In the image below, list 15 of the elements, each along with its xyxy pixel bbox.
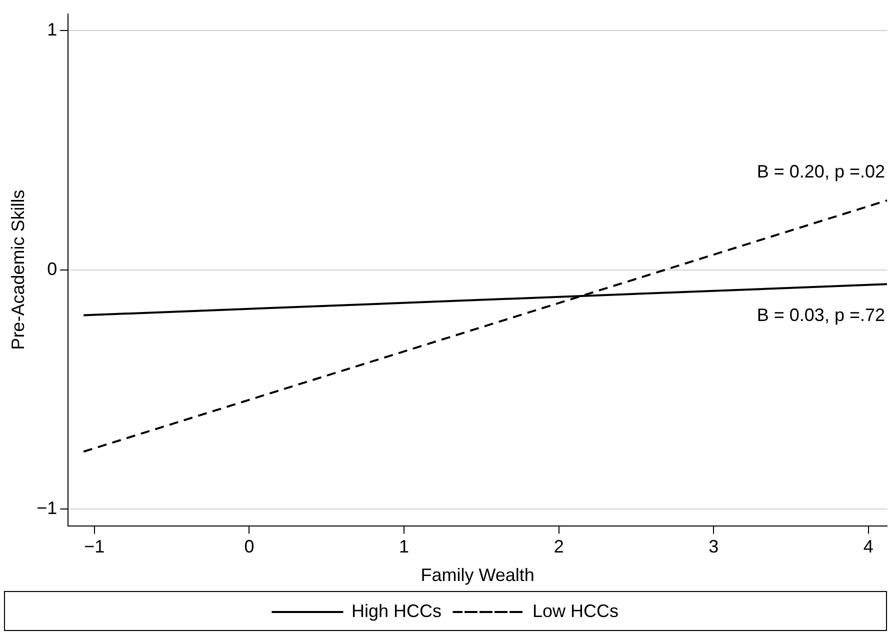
legend-label: Low HCCs xyxy=(532,600,619,621)
x-tick-label: 2 xyxy=(554,536,564,557)
x-tick-label: 4 xyxy=(863,536,874,557)
x-tick-label: 3 xyxy=(708,536,719,557)
x-axis-title: Family Wealth xyxy=(420,565,534,586)
x-tick-label: 1 xyxy=(399,536,410,557)
y-axis-title: Pre-Academic Skills xyxy=(8,190,28,350)
annotation: B = 0.03, p =.72 xyxy=(756,304,885,325)
legend-label: High HCCs xyxy=(351,600,442,621)
y-tick-label: −1 xyxy=(36,498,58,518)
x-tick-label: 0 xyxy=(244,536,254,557)
annotation: B = 0.20, p =.02 xyxy=(756,161,885,182)
y-tick-label: 1 xyxy=(47,20,58,40)
x-tick-label: −1 xyxy=(84,536,105,557)
y-tick-label: 0 xyxy=(47,258,58,279)
